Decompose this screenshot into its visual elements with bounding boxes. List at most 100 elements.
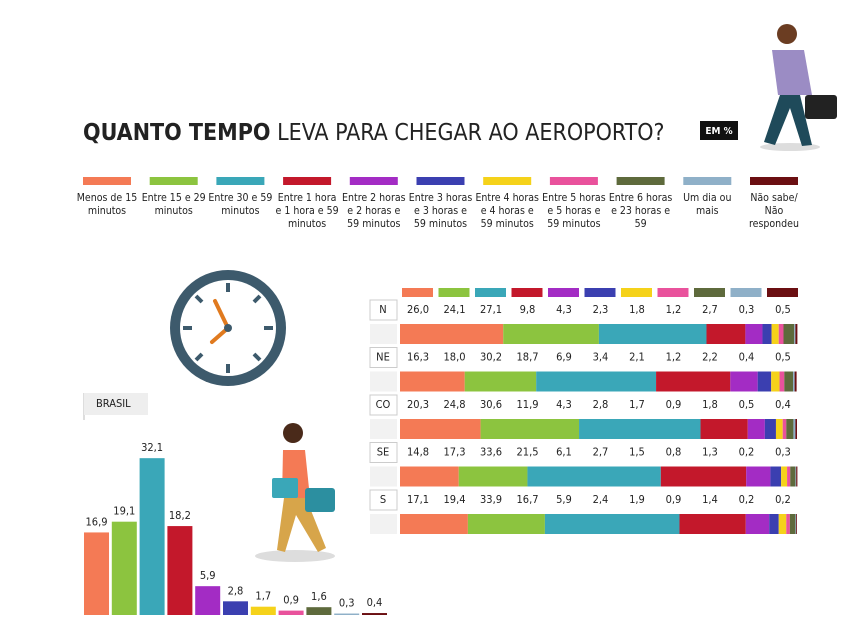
value-label: 1,2 — [666, 351, 682, 364]
value-label: 33,9 — [480, 493, 502, 506]
value-label: 33,6 — [480, 446, 502, 459]
row-band — [370, 466, 397, 487]
value-label: 0,2 — [739, 493, 755, 506]
value-label: 0,4 — [775, 398, 791, 411]
bar-segment — [579, 419, 701, 439]
legend-label: Menos de 15 minutos — [76, 192, 138, 217]
bar-segment — [779, 371, 785, 392]
value-label: 0,9 — [666, 398, 682, 411]
clock-illustration — [170, 270, 286, 386]
value-label: 2,1 — [629, 351, 645, 364]
value-label: 18,2 — [169, 509, 191, 522]
bar-segment — [458, 466, 528, 487]
value-label: 2,8 — [228, 584, 244, 597]
value-label: 0,5 — [775, 351, 791, 364]
bar-segment — [796, 514, 797, 534]
row-band — [370, 514, 397, 534]
value-label: 2,7 — [702, 303, 718, 316]
legend-label: Entre 30 e 59 minutos — [208, 192, 273, 217]
bar-segment — [771, 371, 780, 392]
bar — [223, 601, 248, 615]
title-rest: LEVA PARA CHEGAR AO AEROPORTO? — [277, 120, 664, 146]
row-label-box — [369, 442, 398, 463]
value-label: 0,2 — [739, 446, 755, 459]
bar-segment — [793, 419, 796, 439]
value-label: 1,3 — [702, 446, 718, 459]
column-swatch — [694, 288, 725, 297]
value-label: 21,5 — [516, 446, 538, 459]
row-label-box — [369, 394, 398, 416]
value-label: 24,1 — [443, 303, 465, 316]
column-swatch — [511, 288, 543, 297]
bar-segment — [400, 514, 468, 534]
value-label: 0,5 — [775, 303, 791, 316]
legend-swatch — [416, 177, 465, 185]
legend-label: Entre 6 horas e 23 horas e 59 — [608, 192, 673, 230]
bar-segment — [745, 514, 770, 534]
column-swatch — [402, 288, 433, 297]
bar-segment — [745, 324, 763, 344]
legend-swatch — [483, 177, 532, 185]
bar-segment — [778, 324, 784, 344]
value-label: 11,9 — [516, 398, 538, 411]
title-bold: QUANTO TEMPO — [83, 120, 271, 146]
value-label: 2,7 — [593, 446, 609, 459]
man-illustration — [760, 24, 837, 151]
row-label: CO — [376, 398, 391, 411]
value-label: 1,8 — [702, 398, 718, 411]
legend-label: Um dia ou mais — [683, 192, 732, 217]
value-label: 18,0 — [443, 351, 465, 364]
value-label: 2,4 — [593, 493, 609, 506]
bar-segment — [544, 514, 680, 534]
bar — [362, 613, 387, 615]
bar-segment — [400, 466, 459, 487]
legend-swatch — [750, 177, 798, 185]
legend-swatch — [683, 177, 732, 185]
value-label: 6,1 — [556, 446, 572, 459]
legend-label: Entre 15 e 29 minutos — [141, 192, 206, 217]
legend-label: Não sabe/ Não respondeu — [749, 192, 799, 230]
bar — [139, 458, 165, 615]
bar-segment — [789, 514, 796, 534]
value-label: 20,3 — [407, 398, 429, 411]
bar-segment — [787, 466, 791, 487]
row-band — [370, 419, 397, 439]
value-label: 1,6 — [311, 590, 327, 603]
legend-label: Entre 4 horas e 4 horas e 59 minutos — [475, 192, 539, 230]
legend-label: Entre 1 hora e 1 hora e 59 minutos — [275, 192, 339, 230]
value-label: 0,2 — [775, 493, 791, 506]
legend-label: Entre 3 horas e 3 horas e 59 minutos — [408, 192, 473, 230]
bar — [195, 586, 221, 615]
row-label: NE — [376, 351, 390, 364]
legend-swatch — [216, 177, 265, 185]
value-label: 1,5 — [629, 446, 645, 459]
value-label: 1,9 — [629, 493, 645, 506]
bar-segment — [795, 466, 797, 487]
value-label: 0,9 — [283, 594, 299, 607]
value-label: 0,3 — [739, 303, 755, 316]
value-label: 1,4 — [702, 493, 718, 506]
row-band — [370, 324, 397, 344]
value-label: 2,2 — [702, 351, 718, 364]
value-label: 0,3 — [339, 597, 355, 610]
value-label: 2,3 — [593, 303, 609, 316]
value-label: 17,1 — [407, 493, 429, 506]
value-label: 9,8 — [520, 303, 536, 316]
column-swatch — [548, 288, 579, 297]
value-label: 4,3 — [556, 303, 572, 316]
bar — [306, 607, 332, 615]
value-label: 0,9 — [666, 493, 682, 506]
legend-swatch — [83, 177, 131, 185]
bar-segment — [769, 514, 779, 534]
column-swatch — [730, 288, 762, 297]
bar-segment — [795, 514, 797, 534]
woman-illustration — [255, 423, 335, 562]
column-swatch — [621, 288, 652, 297]
bar — [84, 532, 109, 615]
bar-segment — [706, 324, 746, 344]
bar-segment — [598, 324, 707, 344]
value-label: 27,1 — [480, 303, 502, 316]
bar-segment — [796, 466, 798, 487]
